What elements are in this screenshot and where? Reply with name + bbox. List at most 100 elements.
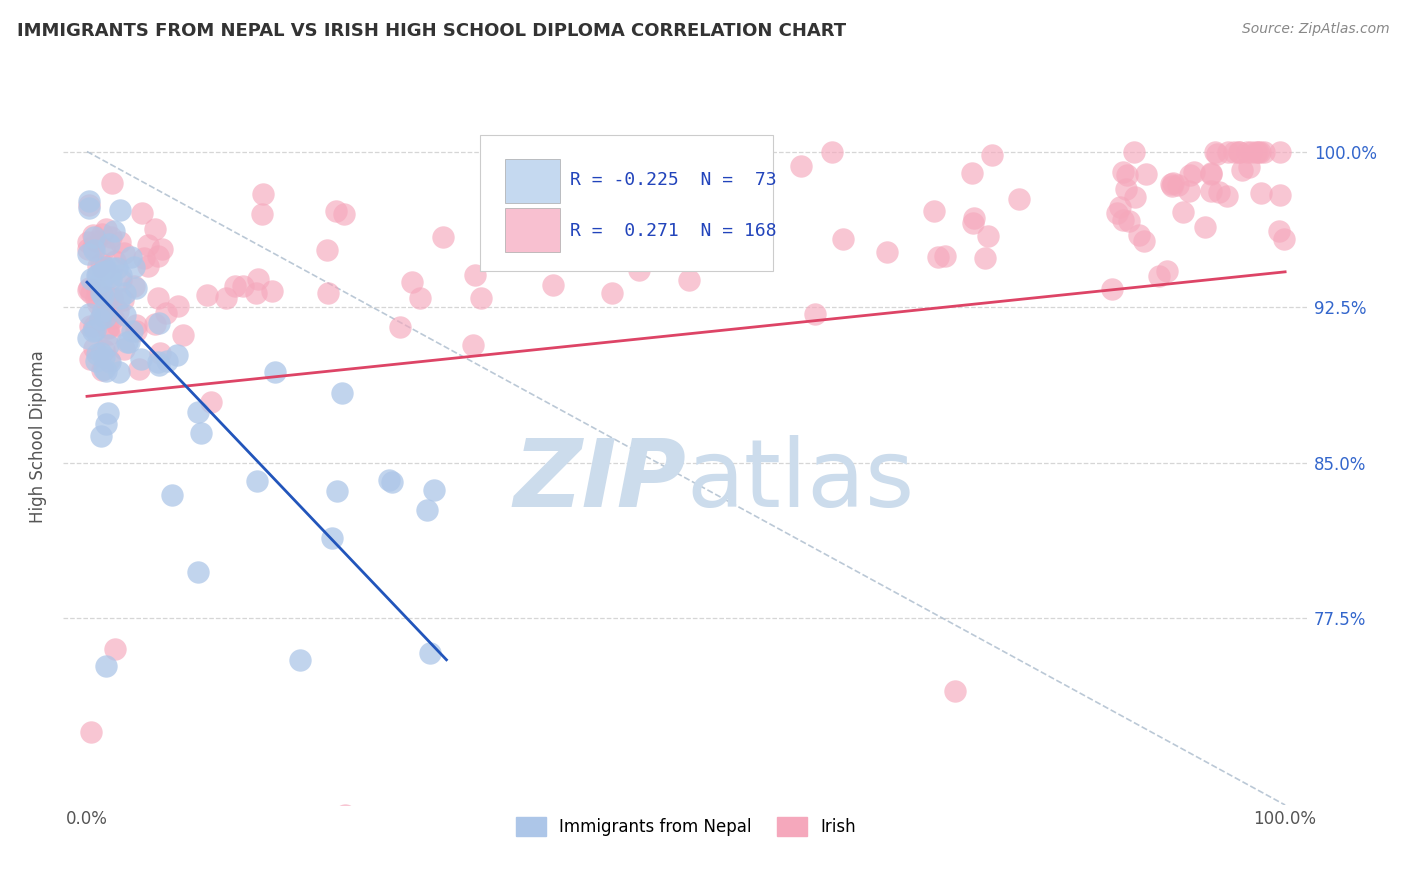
Point [112,293,135,307]
Point [97,321,120,335]
Point [96,222,118,236]
Text: ZIP: ZIP [513,435,686,527]
Point [1253,145,1275,159]
Point [100,291,122,305]
Point [94,267,117,281]
Point [600,286,623,301]
Point [962,216,984,230]
Point [415,503,437,517]
Point [1135,167,1157,181]
Point [125,280,148,294]
Point [148,358,170,372]
Point [1244,145,1267,159]
Point [401,275,423,289]
Point [1008,192,1031,206]
Point [112,343,135,357]
Point [83,323,105,337]
Point [1218,145,1240,159]
Point [981,148,1004,162]
Point [1227,145,1250,159]
Point [87,296,110,310]
Point [86,268,108,282]
Point [112,245,135,260]
Point [945,684,967,698]
Point [114,285,136,300]
Point [432,230,454,244]
Point [1108,200,1130,214]
Point [80,725,103,739]
Point [98,327,121,342]
Point [246,474,269,488]
Point [94,658,117,673]
Point [215,292,238,306]
Point [83,319,105,334]
Point [114,308,136,322]
Point [77,198,100,212]
Point [86,291,108,305]
Point [132,252,155,266]
Point [232,279,254,293]
Point [84,234,107,248]
Point [86,347,108,361]
Point [247,271,270,285]
Point [79,194,101,209]
Point [876,245,898,260]
Point [149,346,172,360]
Point [94,364,117,378]
Point [131,351,153,366]
Point [110,273,132,287]
Point [128,362,150,376]
Point [1118,214,1140,228]
Point [1199,166,1222,180]
Point [82,240,104,254]
Text: atlas: atlas [686,435,914,527]
Point [187,566,209,580]
Point [1160,178,1182,192]
Point [77,235,100,249]
Point [117,334,139,349]
Point [463,337,485,351]
Point [131,206,153,220]
Point [1223,145,1246,159]
Point [83,243,105,257]
Point [90,256,112,270]
Point [1111,164,1133,178]
Point [389,320,412,334]
Point [647,218,669,232]
Point [1250,186,1272,200]
Point [93,261,115,276]
Point [470,291,492,305]
Point [100,229,122,244]
Text: Source: ZipAtlas.com: Source: ZipAtlas.com [1241,22,1389,37]
Point [1199,167,1222,181]
Point [93,350,115,364]
Point [200,395,222,409]
Point [515,246,537,260]
Point [1194,219,1216,234]
Point [97,338,120,352]
Point [1240,145,1263,159]
Point [673,232,696,246]
Point [148,316,170,330]
Point [96,417,118,431]
Point [76,247,98,261]
Point [120,250,142,264]
Point [98,355,121,369]
FancyBboxPatch shape [481,135,773,271]
Point [104,253,127,268]
Point [98,237,121,252]
Point [97,406,120,420]
Legend: Immigrants from Nepal, Irish: Immigrants from Nepal, Irish [508,809,865,845]
Point [103,224,125,238]
Text: R =  0.271  N = 168: R = 0.271 N = 168 [571,221,776,240]
Text: R = -0.225  N =  73: R = -0.225 N = 73 [571,171,776,189]
Point [1227,145,1250,159]
Point [93,304,115,318]
Point [138,259,160,273]
Point [166,299,188,313]
Point [166,348,188,362]
Point [1178,184,1201,198]
Point [678,272,700,286]
Point [734,212,756,227]
Point [90,275,112,289]
